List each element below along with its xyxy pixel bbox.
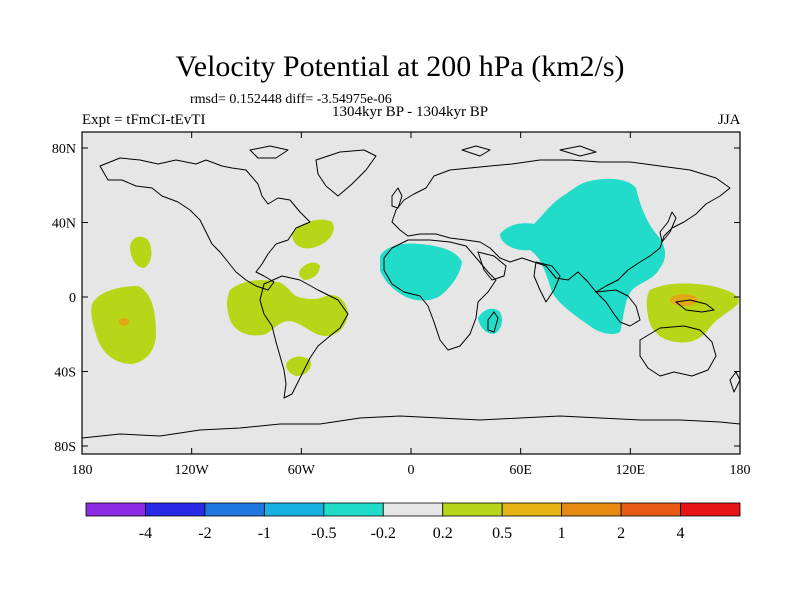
colorbar-label: 0.2	[433, 525, 453, 542]
negative-region-asia	[500, 178, 666, 334]
colorbar-swatch	[680, 502, 741, 517]
colorbar-swatch	[145, 502, 206, 517]
lon-tick-label: 120W	[175, 463, 210, 478]
coast-japan	[659, 211, 677, 243]
coast-india	[533, 261, 561, 303]
plot-title: Velocity Potential at 200 hPa (km2/s)	[175, 50, 625, 83]
colorbar-label: -0.2	[371, 525, 396, 542]
period-label: 1304kyr BP - 1304kyr BP	[331, 104, 489, 120]
latitude-axis: 80N 40N 0 40S 80S	[52, 142, 740, 455]
colorbar-label: -2	[198, 525, 211, 542]
lon-tick-label: 60E	[509, 463, 532, 478]
coast-africa	[383, 239, 497, 351]
lat-tick-label: 0	[69, 291, 76, 306]
strong-positive-core-pacific	[119, 318, 129, 326]
positive-region-south-america	[286, 356, 312, 376]
longitude-axis: 180 120W 60W 0 60E 120E 180	[72, 132, 751, 478]
colorbar-swatch	[442, 502, 503, 517]
lon-tick-label: 0	[408, 463, 415, 478]
colorbar-swatch	[85, 502, 146, 517]
colorbar-label: 4	[677, 525, 685, 542]
stats-label: rmsd= 0.152448 diff= -3.54975e-06	[190, 92, 392, 107]
colorbar-swatch	[323, 502, 384, 517]
coast-uk	[391, 187, 403, 209]
coast-southeast-asia	[595, 289, 641, 327]
coast-madagascar	[487, 311, 499, 333]
colorbar-swatch	[204, 502, 265, 517]
coast-south-america	[259, 275, 349, 399]
coast-new-guinea	[675, 299, 715, 313]
colorbar: -4 -2 -1 -0.5 -0.2 0.2 0.5 1 2 4	[85, 502, 741, 542]
colorbar-label: -0.5	[311, 525, 336, 542]
positive-region-north-pacific	[130, 236, 152, 268]
coast-europe-asia	[391, 159, 731, 293]
experiment-label: Expt = tFmCI-tEvTI	[82, 112, 206, 128]
lon-tick-label: 180	[72, 463, 93, 478]
colorbar-label: 0.5	[492, 525, 512, 542]
coast-greenland	[315, 149, 377, 197]
colorbar-swatch	[561, 502, 622, 517]
season-label: JJA	[718, 112, 741, 128]
colorbar-swatch	[501, 502, 563, 517]
positive-region-east-pacific	[227, 280, 348, 336]
positive-region-north-atlantic	[292, 219, 334, 249]
coastlines	[81, 145, 741, 439]
negative-region-africa	[380, 243, 462, 301]
lon-tick-label: 180	[730, 463, 751, 478]
colorbar-label: 1	[558, 525, 566, 542]
coast-north-america	[99, 157, 311, 291]
colorbar-label: -1	[258, 525, 271, 542]
colorbar-label: 2	[617, 525, 625, 542]
colorbar-swatch	[620, 502, 681, 517]
lat-tick-label: 40S	[54, 366, 76, 381]
positive-region-caribbean	[299, 262, 320, 280]
colorbar-swatch	[263, 502, 325, 517]
lat-tick-label: 40N	[52, 217, 76, 232]
colorbar-label: -4	[139, 525, 152, 542]
lat-tick-label: 80S	[54, 440, 76, 455]
coast-arctic-islands	[249, 145, 597, 159]
strong-positive-core-new-guinea	[670, 294, 698, 306]
lon-tick-label: 60W	[288, 463, 316, 478]
coast-antarctica	[81, 415, 741, 439]
colorbar-swatch	[382, 502, 444, 517]
positive-region-west-pacific	[646, 283, 739, 343]
coast-arabia	[477, 251, 507, 281]
lat-tick-label: 80N	[52, 142, 76, 157]
lon-tick-label: 120E	[616, 463, 646, 478]
coast-australia	[639, 325, 717, 377]
